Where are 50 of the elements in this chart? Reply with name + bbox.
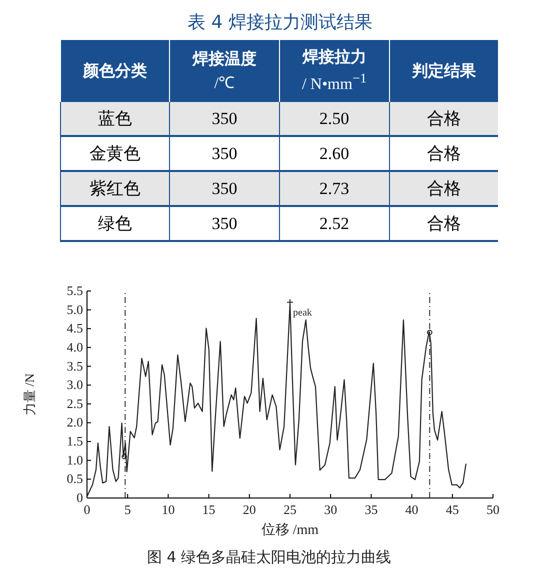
text: 2.60 — [319, 144, 350, 162]
x-tick-label: 45 — [446, 502, 459, 517]
text: 2.73 — [319, 178, 350, 198]
x-tick-label: 40 — [405, 502, 418, 517]
text: 350 — [212, 178, 238, 198]
x-axis-title: 位移 /mm — [261, 522, 319, 538]
y-tick-label: 1.5 — [66, 434, 83, 449]
category-label: 判定结果 — [390, 40, 498, 102]
text: 350 — [212, 108, 238, 128]
category-label: 焊接温度 /℃ — [170, 40, 280, 102]
line-series — [86, 302, 467, 498]
text: 合格 — [427, 109, 461, 128]
text: 2.52 — [319, 214, 350, 232]
text: 350 — [212, 214, 238, 232]
y-tick-label: 5.0 — [66, 302, 83, 317]
x-tick-label: 50 — [486, 502, 500, 517]
y-tick-label: 2.5 — [66, 396, 83, 411]
caption: 图 4 绿色多晶硅太阳电池的拉力曲线 — [146, 548, 392, 566]
x-tick-label: 15 — [202, 502, 216, 517]
y-tick-label: 0.5 — [66, 471, 83, 486]
y-tick-label: 0 — [76, 490, 83, 505]
annotation: peak — [293, 307, 312, 318]
x-tick-label: 5 — [124, 502, 131, 517]
category-label: 绿色 — [98, 214, 132, 233]
y-tick-label: 5.5 — [66, 283, 83, 298]
text: 合格 — [427, 214, 461, 233]
text: 2.50 — [319, 108, 350, 128]
x-tick-label: 35 — [364, 502, 378, 517]
y-tick-label: 4.0 — [66, 339, 83, 354]
text: 合格 — [427, 144, 461, 163]
point — [122, 454, 128, 460]
x-tick-label: 20 — [242, 502, 256, 517]
category-label: 蓝色 — [98, 109, 132, 128]
x-tick-label: 25 — [284, 502, 296, 517]
y-axis-title: 力量 /N — [22, 372, 37, 416]
point — [426, 330, 432, 336]
y-tick-label: 2.0 — [66, 414, 83, 430]
y-tick-label: 3.5 — [66, 358, 83, 374]
text: 颜色分类 — [60, 40, 170, 102]
text: 350 — [212, 144, 238, 162]
category-label: 金黄色 — [90, 144, 141, 163]
text: 合格 — [427, 179, 461, 198]
y-tick-label: 3.0 — [66, 377, 83, 392]
x-tick-label: 10 — [162, 502, 175, 517]
category-label: 紫红色 — [90, 179, 141, 198]
text: 表 4 焊接拉力测试结果 — [186, 11, 374, 34]
x-tick-label: 30 — [324, 502, 338, 517]
category-label: 焊接拉力 / N•mm$^{−1}$ — [279, 40, 390, 102]
y-tick-label: 4.5 — [66, 320, 83, 336]
y-tick-label: 1.0 — [66, 452, 83, 468]
